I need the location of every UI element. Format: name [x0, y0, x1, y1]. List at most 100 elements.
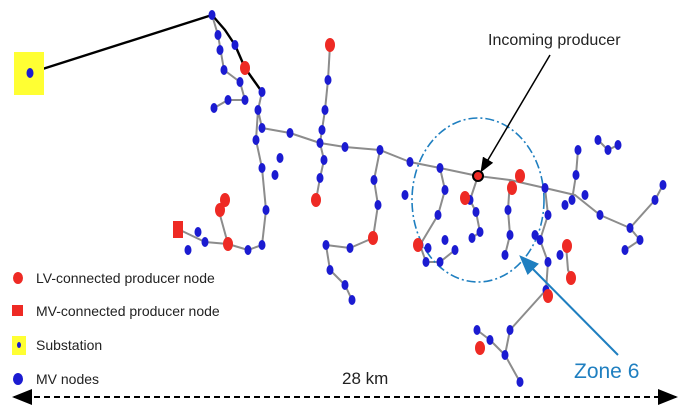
lv-producer-node: [325, 38, 335, 52]
mv-node: [341, 142, 349, 152]
substation-node: [26, 68, 34, 78]
mv-node: [544, 257, 552, 267]
mv-node: [316, 138, 324, 148]
lv-producer-node: [475, 341, 485, 355]
mv-node: [224, 95, 232, 105]
mv-node: [536, 235, 544, 245]
mv-node: [621, 245, 629, 255]
mv-node: [258, 123, 266, 133]
mv-node: [258, 87, 266, 97]
mv-node: [604, 145, 612, 155]
lv-producer-node: [223, 237, 233, 251]
mv-node: [252, 135, 260, 145]
mv-producer-node: [173, 221, 183, 238]
distance-label: 28 km: [342, 369, 388, 388]
substation-main-line: [28, 13, 264, 94]
lv-producer-node: [543, 289, 553, 303]
mv-node: [561, 200, 569, 210]
mv-node: [341, 280, 349, 290]
mv-node: [441, 185, 449, 195]
mv-node: [346, 243, 354, 253]
mv-node: [321, 105, 329, 115]
mv-node: [568, 195, 576, 205]
legend-label-mv-nodes: MV nodes: [36, 371, 99, 387]
mv-node: [572, 170, 580, 180]
legend: LV-connected producer node MV-connected …: [12, 270, 220, 387]
zone-6-boundary: [411, 117, 545, 283]
mv-node: [244, 245, 252, 255]
mv-node: [374, 200, 382, 210]
mv-node: [581, 190, 589, 200]
mv-node: [531, 230, 539, 240]
mv-node: [370, 175, 378, 185]
legend-label-mv-producer: MV-connected producer node: [36, 303, 220, 319]
mv-node: [254, 105, 262, 115]
legend-item-substation: Substation: [12, 336, 102, 355]
mv-node: [262, 205, 270, 215]
mv-node: [220, 65, 228, 75]
mv-node: [614, 140, 622, 150]
mv-node: [472, 207, 480, 217]
mv-node: [574, 145, 582, 155]
legend-item-mv-nodes: MV nodes: [13, 371, 99, 387]
lv-producer-node: [240, 61, 250, 75]
mv-node: [210, 103, 218, 113]
branch-line: [315, 142, 325, 201]
mv-node: [348, 295, 356, 305]
mv-node: [544, 210, 552, 220]
mv-node: [236, 77, 244, 87]
mv-node: [651, 195, 659, 205]
legend-label-lv-producer: LV-connected producer node: [36, 270, 215, 286]
mv-node: [216, 45, 224, 55]
lv-producer-node: [515, 169, 525, 183]
branch-line: [325, 149, 381, 249]
legend-label-substation: Substation: [36, 337, 102, 353]
mv-node: [596, 210, 604, 220]
mv-node: [436, 163, 444, 173]
network-nodes: [184, 10, 667, 387]
mv-node: [271, 170, 279, 180]
branch-line: [504, 179, 511, 256]
lv-producer-node: [460, 191, 470, 205]
mv-node: [451, 245, 459, 255]
mv-node: [376, 145, 384, 155]
mv-node: [541, 183, 549, 193]
network-lines: [28, 13, 664, 383]
lv-producer-legend-icon: [13, 272, 23, 284]
mv-node: [506, 230, 514, 240]
mv-node: [636, 235, 644, 245]
mv-node: [184, 245, 192, 255]
mv-node: [486, 335, 494, 345]
mv-node: [406, 157, 414, 167]
mv-node: [214, 30, 222, 40]
mv-node: [324, 75, 332, 85]
mv-node: [258, 163, 266, 173]
mv-node: [476, 227, 484, 237]
lv-producer-node: [566, 271, 576, 285]
lv-producer-node: [220, 193, 230, 207]
incoming-producer-arrow: [480, 54, 551, 173]
mv-node: [326, 265, 334, 275]
mv-node: [473, 325, 481, 335]
mv-node: [516, 377, 524, 387]
mv-node: [441, 235, 449, 245]
mv-node: [504, 205, 512, 215]
mv-node: [626, 223, 634, 233]
zone-6-label: Zone 6: [574, 360, 639, 383]
mv-node: [436, 257, 444, 267]
incoming-producer-label: Incoming producer: [488, 32, 621, 49]
branch-line: [504, 187, 549, 383]
mv-node-legend-icon: [13, 373, 23, 385]
mv-node: [201, 237, 209, 247]
lv-producer-node: [507, 181, 517, 195]
lv-producer-node: [215, 203, 225, 217]
lv-producer-node: [413, 238, 423, 252]
mv-node: [501, 250, 509, 260]
legend-item-lv-producer: LV-connected producer node: [13, 270, 215, 286]
mv-node: [506, 325, 514, 335]
mv-node: [424, 243, 432, 253]
mv-node: [434, 210, 442, 220]
mv-node: [258, 240, 266, 250]
mv-node: [241, 95, 249, 105]
mv-node: [659, 180, 667, 190]
